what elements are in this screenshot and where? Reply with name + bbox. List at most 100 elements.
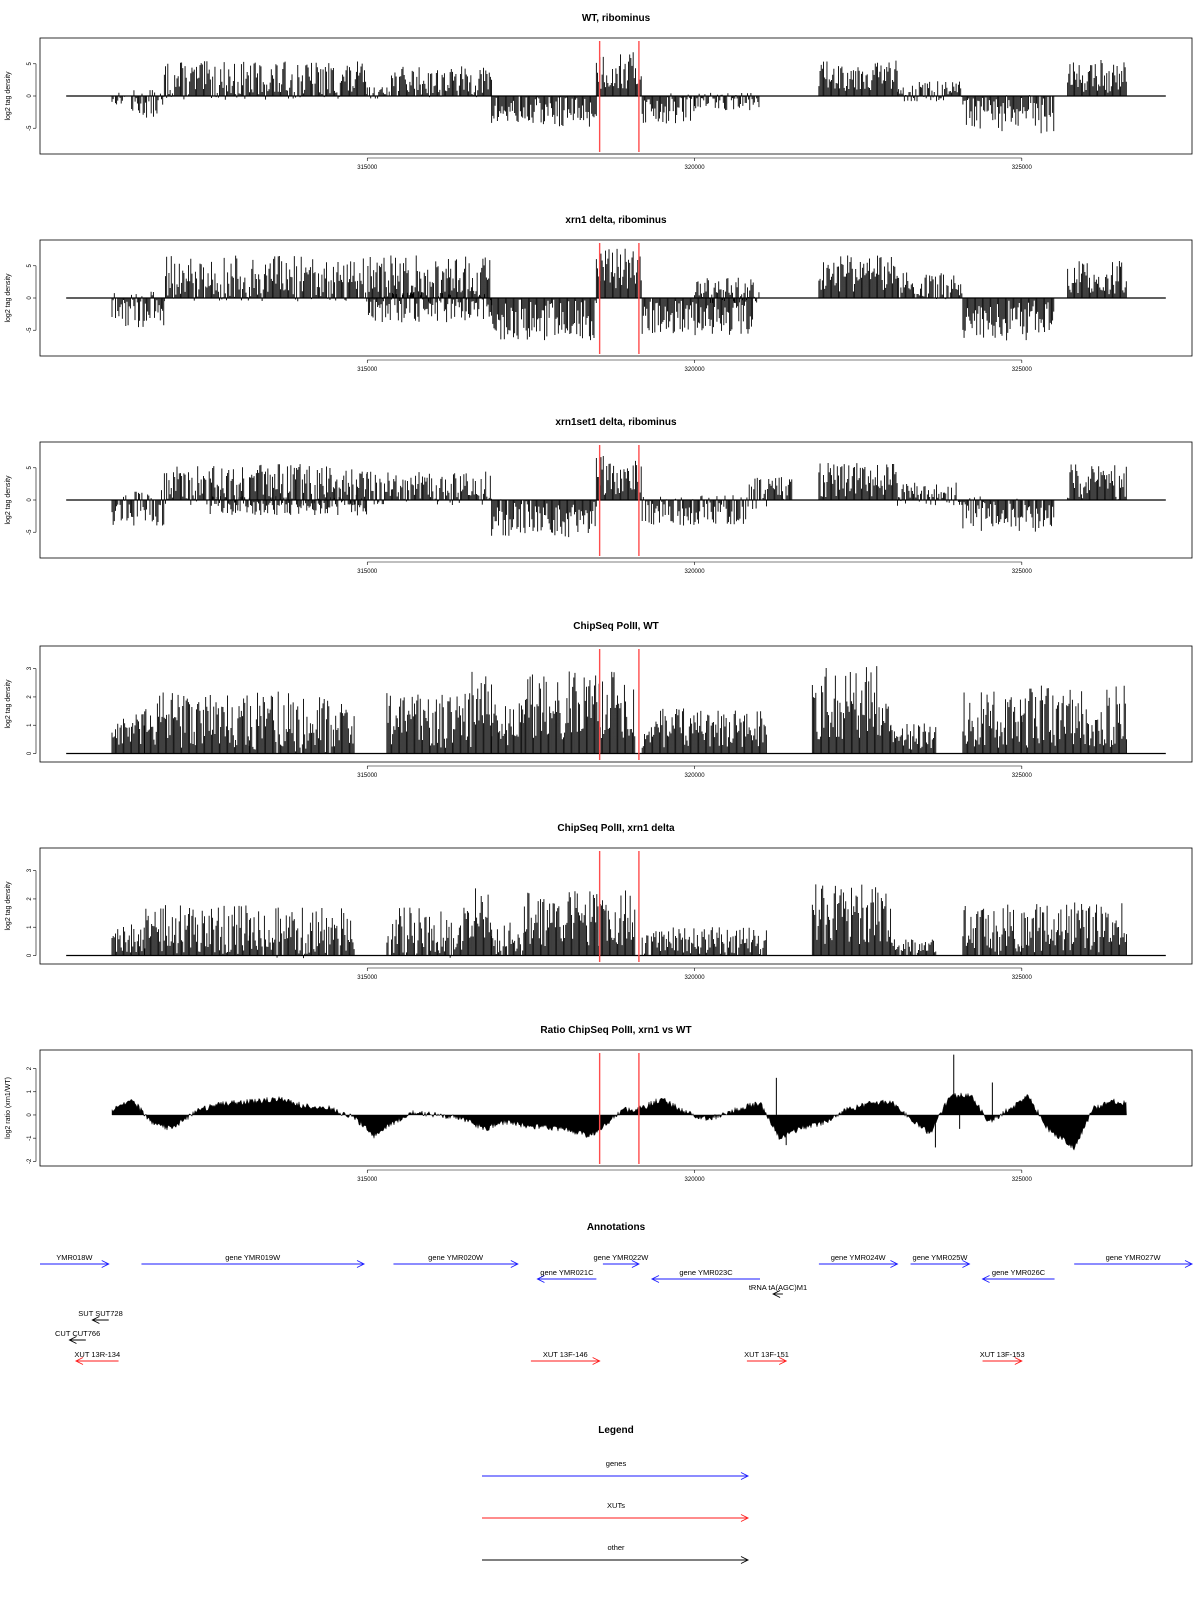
data-bars <box>962 496 1055 532</box>
plot-frame <box>39 239 1193 357</box>
chart-title: xrn1set1 delta, ribominus <box>555 417 677 428</box>
data-bars <box>111 291 165 328</box>
arrow-head <box>778 1357 788 1365</box>
feature-label: XUT 13F-146 <box>543 1350 588 1359</box>
x-tick-label: 320000 <box>685 165 706 171</box>
x-axis: 315000 320000 325000 <box>357 561 1033 575</box>
data-bars <box>962 691 1023 754</box>
data-bars <box>641 297 754 336</box>
feature-label: gene YMR022W <box>593 1253 649 1262</box>
feature-label: gene YMR026C <box>992 1268 1046 1277</box>
data-bars <box>595 248 642 298</box>
feature-genes: gene YMR021C <box>536 1268 597 1283</box>
x-tick-label: 315000 <box>357 975 378 981</box>
feature-arrow <box>74 1357 119 1365</box>
data-bars <box>163 464 368 505</box>
data-bars <box>811 884 892 956</box>
data-bars <box>471 888 492 956</box>
data-bars <box>386 693 472 754</box>
feature-XUTs: XUT 13F-153 <box>980 1350 1025 1365</box>
y-tick-label: 0 <box>27 1113 33 1117</box>
y-tick-label: 1 <box>27 723 33 727</box>
chart-panel-3: xrn1set1 delta, ribominus -5 0 5 log2 tag de… <box>5 417 1193 575</box>
feature-XUTs: XUT 13F-146 <box>530 1350 601 1365</box>
feature-XUTs: XUT 13R-134 <box>74 1350 120 1365</box>
data-bars <box>962 904 1023 956</box>
x-axis: 315000 320000 325000 <box>357 1169 1032 1183</box>
feature-genes: gene YMR024W <box>818 1253 899 1268</box>
feature-arrow <box>141 1260 366 1268</box>
y-tick-label: -1 <box>27 1135 33 1141</box>
legend-item-genes: genes <box>482 1459 750 1480</box>
y-axis-label: log2 tag density <box>5 71 12 121</box>
arrow-head <box>740 1556 750 1564</box>
data-bars <box>890 723 937 754</box>
y-axis-label: log2 tag density <box>5 273 12 323</box>
arrow-head <box>101 1260 110 1268</box>
feature-arrow <box>1074 1260 1194 1268</box>
data-bars <box>1067 261 1127 298</box>
x-tick-label: 315000 <box>357 165 378 171</box>
y-tick-label: 2 <box>27 1066 33 1070</box>
feature-arrow <box>981 1275 1055 1283</box>
feature-label: gene YMR019W <box>225 1253 281 1262</box>
series-data <box>66 52 1166 134</box>
x-axis: 315000 320000 325000 <box>357 157 1033 171</box>
data-bars <box>746 477 793 509</box>
legend-title: Legend <box>598 1425 634 1436</box>
feature-label: gene YMR023C <box>679 1268 733 1277</box>
x-tick-label: 325000 <box>1012 773 1033 779</box>
x-tick-label: 315000 <box>357 367 378 373</box>
feature-label: CUT CUT766 <box>55 1329 100 1338</box>
data-bars <box>641 927 767 956</box>
feature-genes: gene YMR022W <box>593 1253 649 1268</box>
data-bars <box>111 490 165 526</box>
plot-frame <box>39 645 1193 763</box>
data-bars <box>811 666 892 754</box>
data-bars <box>491 922 525 956</box>
data-bars <box>1067 464 1127 500</box>
chart-panel-5: ChipSeq PolII, xrn1 delta 0 1 2 3 log2 tag de… <box>5 823 1193 981</box>
arrow-head <box>631 1260 640 1268</box>
data-bars <box>641 93 695 124</box>
y-tick-label: -5 <box>27 125 33 131</box>
data-bars <box>595 455 642 500</box>
x-tick-label: 315000 <box>357 773 378 779</box>
y-axis: -5 0 5 log2 tag density <box>5 465 37 535</box>
x-tick-label: 320000 <box>685 569 706 575</box>
feature-label: gene YMR025W <box>913 1253 969 1262</box>
chart-title: xrn1 delta, ribominus <box>565 215 667 226</box>
x-tick-label: 320000 <box>685 773 706 779</box>
x-tick-label: 325000 <box>1012 165 1033 171</box>
data-bars <box>890 939 937 956</box>
y-tick-label: -2 <box>27 1158 33 1164</box>
series-data <box>66 248 1166 341</box>
y-axis: -5 0 5 log2 tag density <box>5 61 37 131</box>
feature-arrow <box>982 1357 1023 1365</box>
y-axis-label: log2 ratio (xrn1/WT) <box>5 1077 12 1139</box>
data-bars <box>897 482 963 506</box>
data-bars <box>111 714 145 754</box>
feature-label: XUT 13F-151 <box>744 1350 789 1359</box>
y-tick-label: 5 <box>27 61 33 65</box>
feature-genes: gene YMR027W <box>1074 1253 1194 1268</box>
y-tick-label: 0 <box>27 953 33 957</box>
chart-panel-2: xrn1 delta, ribominus -5 0 5 log2 tag densit… <box>5 215 1193 373</box>
data-bars <box>144 692 250 754</box>
feature-other: tRNA tA(AGC)M1 <box>749 1283 807 1298</box>
x-tick-label: 325000 <box>1012 569 1033 575</box>
feature-label: gene YMR027W <box>1106 1253 1162 1262</box>
series-data <box>66 666 1166 755</box>
x-tick-label: 315000 <box>357 1177 378 1183</box>
legend-label: other <box>607 1543 625 1552</box>
plot-frame <box>39 441 1193 559</box>
y-tick-label: 0 <box>27 296 33 300</box>
arrow-head <box>981 1275 990 1283</box>
x-tick-label: 320000 <box>685 367 706 373</box>
arrow-head <box>740 1514 750 1522</box>
arrow-head <box>650 1275 660 1283</box>
data-bars <box>641 708 767 754</box>
y-tick-label: 0 <box>27 498 33 502</box>
arrow-head <box>510 1260 519 1268</box>
arrow-head <box>962 1260 971 1268</box>
